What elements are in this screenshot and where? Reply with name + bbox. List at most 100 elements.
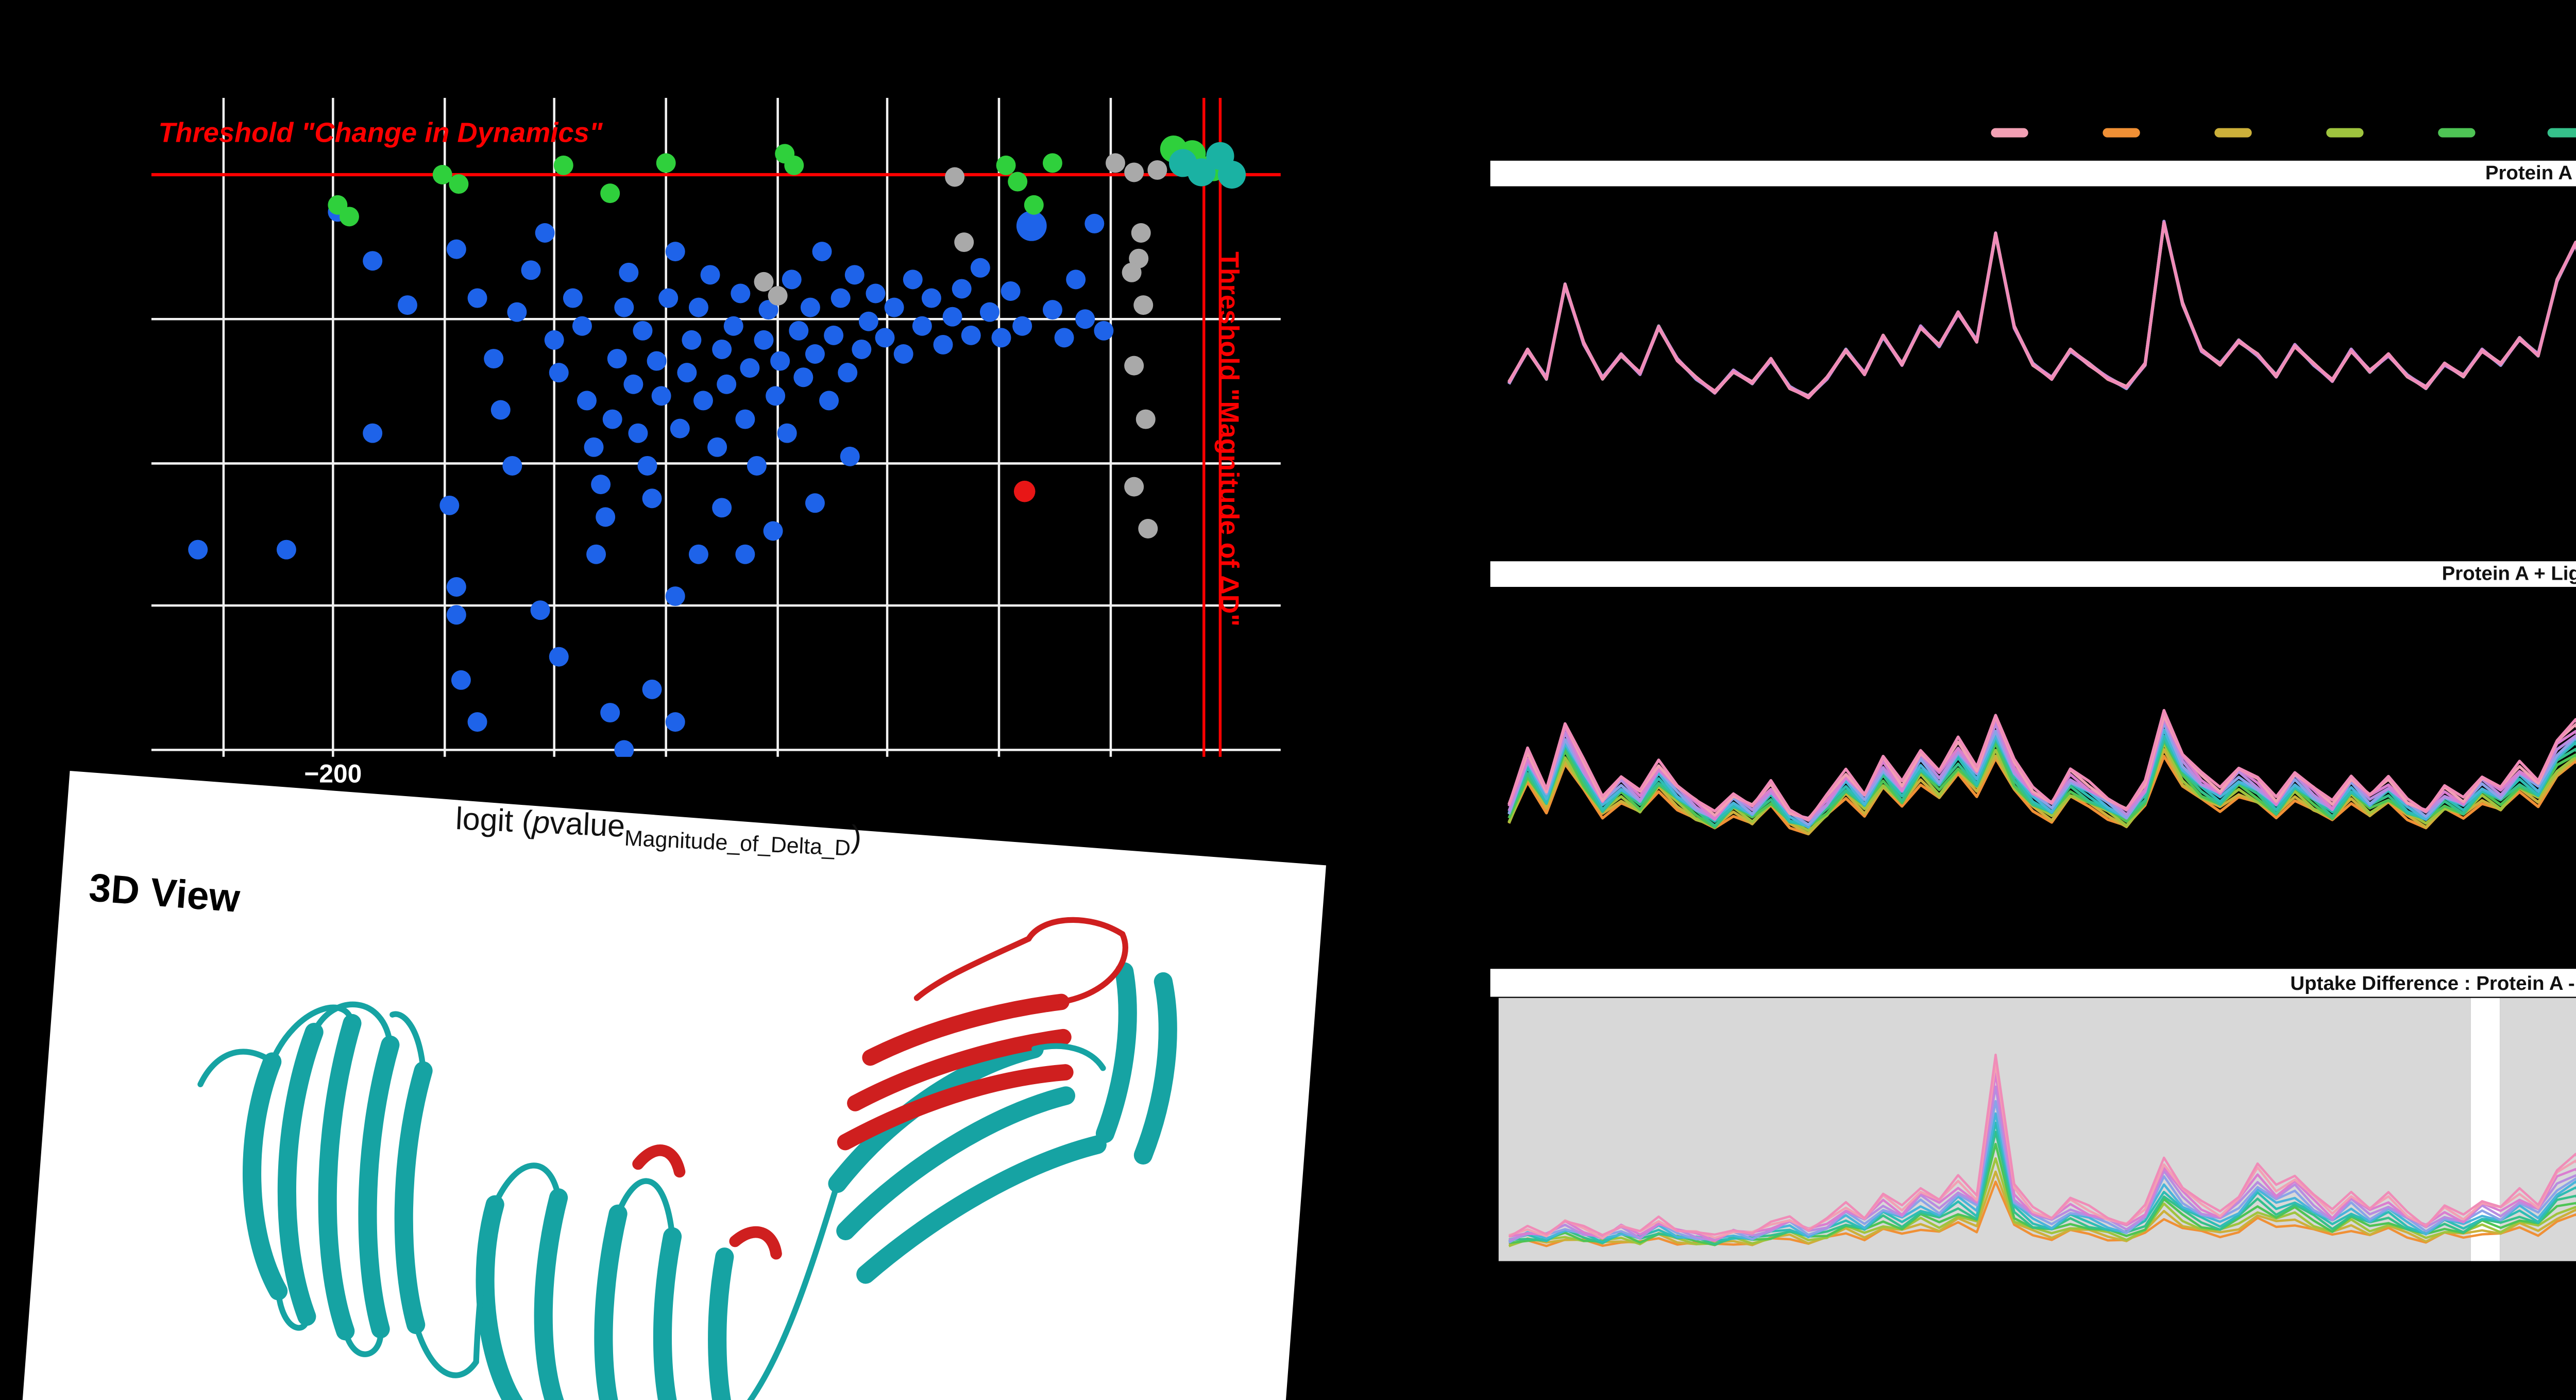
scatter-point[interactable] [812, 242, 832, 262]
scatter-point[interactable] [446, 239, 466, 259]
legend-swatch[interactable] [1991, 128, 2028, 138]
scatter-point[interactable] [758, 300, 778, 320]
threshold-lines[interactable] [151, 97, 1281, 757]
scatter-point[interactable] [921, 288, 941, 308]
scatter-point[interactable] [805, 493, 825, 513]
scatter-point[interactable] [1106, 153, 1125, 173]
scatter-point[interactable] [439, 495, 460, 515]
scatter-point[interactable] [490, 400, 511, 420]
scatter-point[interactable] [484, 349, 504, 369]
scatter-point[interactable] [507, 302, 527, 322]
scatter-point[interactable] [577, 391, 597, 411]
scatter-point[interactable] [866, 283, 886, 303]
scatter-point[interactable] [754, 272, 774, 292]
scatter-point[interactable] [763, 521, 783, 541]
scatter-point[interactable] [777, 423, 797, 443]
scatter-point[interactable] [1008, 172, 1028, 192]
volcano-plot[interactable] [151, 97, 1281, 760]
scatter-point[interactable] [1084, 213, 1105, 233]
scatter-point[interactable] [789, 321, 809, 341]
scatter-point[interactable] [432, 165, 452, 184]
scatter-point[interactable] [770, 351, 790, 371]
scatter-point[interactable] [979, 302, 999, 322]
scatter-point[interactable] [591, 475, 611, 495]
scatter-point[interactable] [1024, 195, 1044, 215]
scatter-point[interactable] [793, 367, 814, 387]
scatter-point[interactable] [637, 456, 657, 476]
scatter-point[interactable] [768, 286, 788, 306]
scatter-point[interactable] [893, 344, 913, 364]
legend-swatch[interactable] [2102, 128, 2140, 138]
scatter-point[interactable] [1094, 321, 1114, 341]
scatter-point[interactable] [1016, 211, 1047, 241]
scatter-point[interactable] [623, 374, 643, 394]
scatter-point[interactable] [1042, 153, 1062, 173]
scatter-point[interactable] [912, 316, 932, 336]
scatter-point[interactable] [747, 456, 767, 476]
scatter-point[interactable] [521, 260, 541, 280]
scatter-point[interactable] [449, 174, 469, 194]
scatter-point[interactable] [712, 498, 732, 518]
scatter-point[interactable] [784, 155, 804, 175]
scatter-point[interactable] [670, 418, 690, 438]
scatter-point[interactable] [642, 488, 662, 509]
scatter-point[interactable] [658, 288, 679, 308]
chart-protein-a-ligand[interactable] [1490, 586, 2576, 951]
scatter-point[interactable] [628, 423, 648, 443]
scatter-point[interactable] [852, 339, 872, 359]
scatter-point[interactable] [693, 391, 713, 411]
scatter-point[interactable] [677, 363, 697, 383]
scatter-point[interactable] [1075, 309, 1095, 329]
scatter-point[interactable] [619, 262, 639, 282]
scatter-point[interactable] [945, 167, 965, 187]
scatter-point[interactable] [840, 446, 860, 466]
legend-swatch[interactable] [2437, 128, 2475, 138]
structure-3d-panel[interactable]: 3D View [15, 771, 1326, 1400]
scatter-point[interactable] [446, 605, 466, 625]
scatter-point[interactable] [642, 679, 662, 699]
scatter-point[interactable] [838, 363, 858, 383]
scatter-point[interactable] [607, 349, 627, 369]
chart-protein-a[interactable] [1490, 186, 2576, 550]
scatter-point[interactable] [397, 295, 417, 315]
scatter-point[interactable] [1133, 295, 1154, 315]
scatter-point[interactable] [1054, 328, 1074, 348]
scatter-point[interactable] [712, 339, 732, 359]
scatter-point[interactable] [363, 423, 383, 443]
scatter-point[interactable] [651, 386, 671, 406]
scatter-point[interactable] [665, 242, 685, 262]
scatter-point[interactable] [633, 321, 653, 341]
scatter-point[interactable] [1136, 409, 1156, 429]
scatter-point[interactable] [735, 409, 755, 429]
scatter-point[interactable] [766, 386, 786, 406]
scatter-point[interactable] [782, 269, 802, 290]
scatter-point[interactable] [1147, 160, 1167, 180]
scatter-point[interactable] [991, 328, 1011, 348]
scatter-point[interactable] [451, 670, 471, 690]
scatter-point[interactable] [1042, 300, 1062, 320]
scatter-point[interactable] [446, 577, 466, 597]
scatter-point[interactable] [1124, 162, 1144, 182]
scatter-point[interactable] [553, 155, 573, 175]
scatter-point[interactable] [647, 351, 667, 371]
scatter-point[interactable] [884, 297, 904, 317]
scatter-point[interactable] [530, 600, 550, 620]
scatter-point[interactable] [831, 288, 851, 308]
scatter-point[interactable] [1122, 262, 1142, 282]
scatter-point[interactable] [584, 437, 604, 457]
scatter-point[interactable] [682, 330, 702, 350]
scatter-point[interactable] [602, 409, 622, 429]
scatter-point[interactable] [665, 712, 685, 732]
scatter-point[interactable] [731, 283, 751, 303]
scatter-point[interactable] [735, 544, 755, 564]
scatter-point[interactable] [614, 740, 634, 760]
scatter-point[interactable] [563, 288, 583, 308]
scatter-point[interactable] [819, 391, 839, 411]
scatter-point[interactable] [1066, 269, 1086, 290]
scatter-point[interactable] [688, 297, 708, 317]
scatter-point[interactable] [1188, 158, 1216, 187]
scatter-point[interactable] [688, 544, 708, 564]
scatter-point[interactable] [502, 456, 522, 476]
scatter-point[interactable] [824, 325, 844, 345]
scatter-point[interactable] [665, 586, 685, 606]
